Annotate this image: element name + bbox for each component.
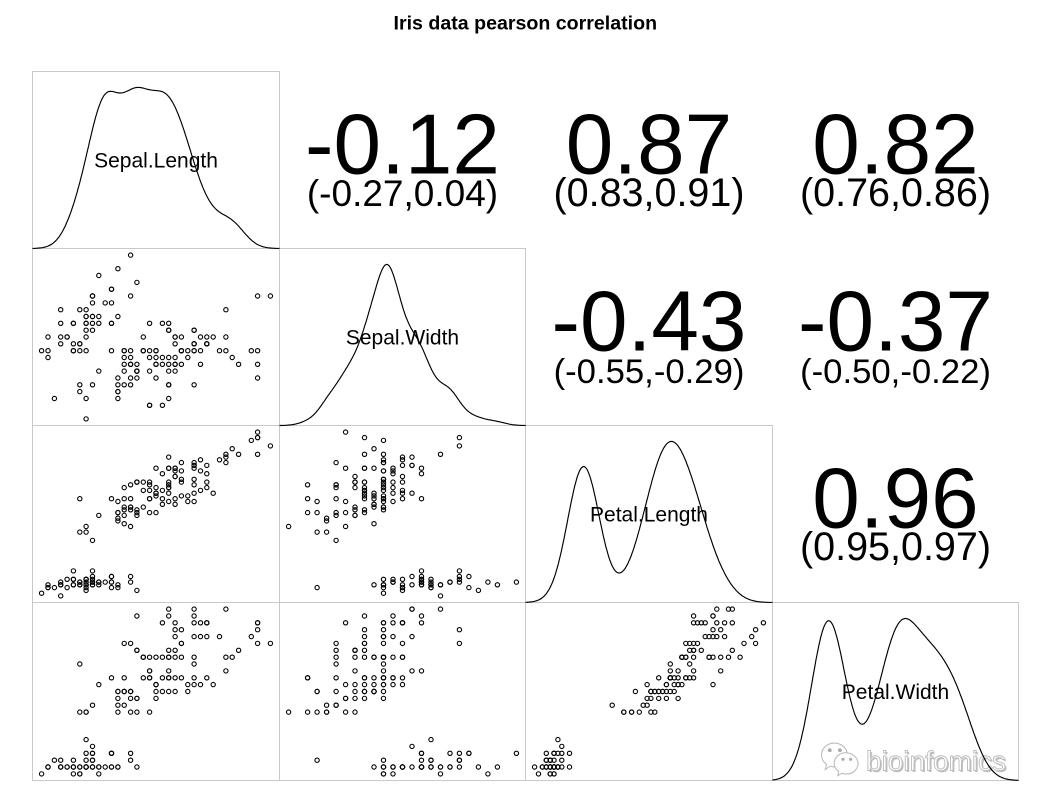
svg-text:Sepal.Width: Sepal.Width (346, 326, 459, 349)
svg-text:(-0.50,-0.22): (-0.50,-0.22) (800, 353, 991, 391)
svg-text:bioinfomics: bioinfomics (866, 746, 1006, 777)
svg-text:bioinfomics: bioinfomics (868, 747, 1008, 778)
svg-text:-0.43: -0.43 (552, 274, 747, 369)
svg-text:-0.37: -0.37 (798, 274, 993, 369)
svg-text:(0.83,0.91): (0.83,0.91) (553, 171, 744, 215)
svg-text:(0.95,0.97): (0.95,0.97) (800, 525, 991, 569)
svg-text:Petal.Width: Petal.Width (842, 681, 949, 704)
svg-text:(-0.27,0.04): (-0.27,0.04) (307, 173, 498, 214)
svg-text:-0.12: -0.12 (305, 97, 500, 192)
svg-text:(0.76,0.86): (0.76,0.86) (800, 171, 991, 215)
svg-text:Iris data pearson correlation: Iris data pearson correlation (394, 12, 658, 34)
svg-text:Sepal.Length: Sepal.Length (94, 149, 218, 172)
svg-text:Petal.Length: Petal.Length (590, 503, 708, 526)
svg-text:0.82: 0.82 (812, 97, 978, 192)
svg-text:0.87: 0.87 (566, 97, 732, 192)
svg-text:(-0.55,-0.29): (-0.55,-0.29) (554, 353, 745, 391)
svg-text:0.96: 0.96 (812, 451, 978, 546)
